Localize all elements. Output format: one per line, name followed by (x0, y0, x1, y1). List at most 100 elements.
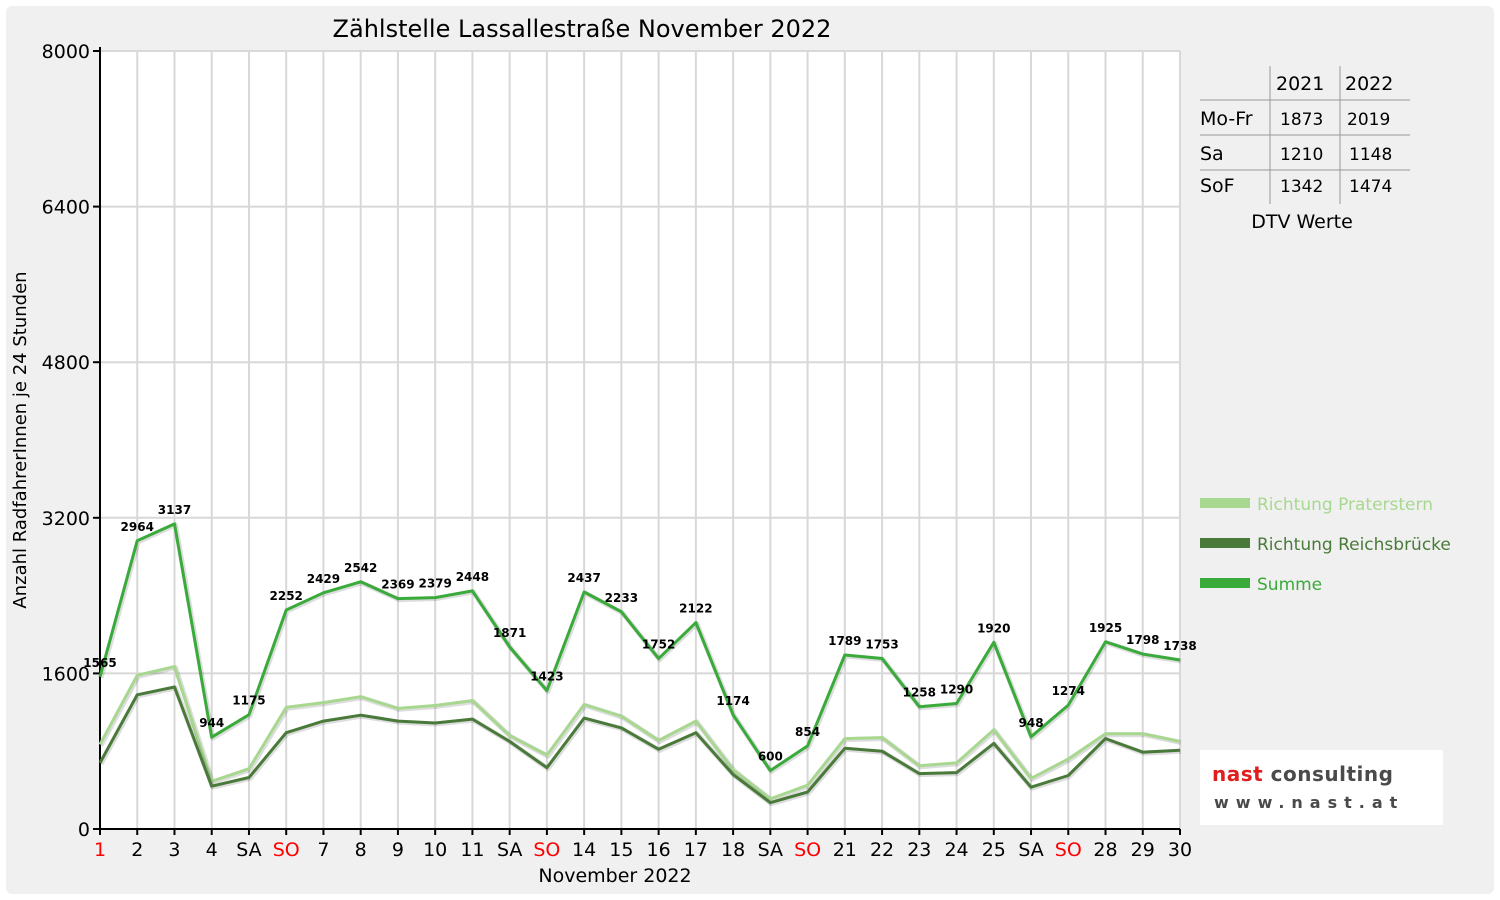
legend: Richtung Praterstern Richtung Reichsbrück… (1200, 495, 1451, 595)
x-axis-label: November 2022 (538, 865, 691, 887)
data-label: 1423 (530, 670, 563, 684)
data-label: 2369 (381, 578, 414, 592)
legend-label: Richtung Praterstern (1257, 495, 1433, 515)
data-label: 1738 (1163, 639, 1196, 653)
data-label: 1798 (1126, 633, 1159, 647)
data-label: 2542 (344, 561, 377, 575)
series-line-richtung-reichsbr-cke (98, 685, 1181, 805)
x-tick-label: SO (794, 839, 821, 861)
x-tick-label: 24 (944, 839, 968, 861)
x-tick-label: 18 (721, 839, 745, 861)
x-tick-label: 2 (131, 839, 143, 861)
x-tick-label: 15 (609, 839, 633, 861)
data-label-layer: 1565 2964 3137 944 1175 2252 2429 2542 2369 2379 2… (83, 503, 1196, 764)
data-label: 1290 (940, 683, 973, 697)
data-label: 2429 (307, 572, 340, 586)
y-tick-label: 3200 (42, 508, 90, 530)
x-tick-label: 29 (1131, 839, 1155, 861)
dtv-cell: 2019 (1347, 110, 1390, 130)
x-tick-label: SA (758, 839, 783, 861)
data-label: 2437 (567, 571, 600, 585)
plot-area (100, 51, 1180, 829)
dtv-cell: 1210 (1280, 145, 1323, 165)
grid-layer (99, 50, 1181, 830)
dtv-header-2021: 2021 (1276, 73, 1324, 95)
data-label: 3137 (158, 503, 191, 517)
data-label: 1565 (83, 656, 116, 670)
y-axis-label: Anzahl RadfahrerInnen je 24 Stunden (10, 271, 31, 608)
x-tick-label: 28 (1093, 839, 1117, 861)
x-tick-label: SO (1055, 839, 1082, 861)
legend-swatch (1200, 498, 1250, 508)
data-label: 1925 (1089, 621, 1122, 635)
x-tick-label: 10 (423, 839, 447, 861)
legend-label: Richtung Reichsbrücke (1257, 535, 1451, 555)
data-label: 600 (758, 750, 783, 764)
x-tick-label: 30 (1168, 839, 1192, 861)
data-label: 2233 (605, 591, 638, 605)
logo-name-part2: consulting (1263, 762, 1394, 786)
data-label: 948 (1019, 716, 1044, 730)
y-tick-label: 8000 (42, 41, 90, 63)
logo-name: nast consulting (1212, 762, 1393, 786)
data-label: 1789 (828, 634, 861, 648)
dtv-cell: 1342 (1280, 177, 1323, 197)
data-label: 1174 (716, 694, 749, 708)
data-label: 2122 (679, 602, 712, 616)
legend-swatch (1200, 538, 1250, 548)
data-label: 944 (199, 716, 224, 730)
legend-swatch (1200, 578, 1250, 588)
y-tick-label: 6400 (42, 197, 90, 219)
data-label: 1920 (977, 621, 1010, 635)
dtv-header-2022: 2022 (1345, 73, 1393, 95)
dtv-cell: 1148 (1349, 145, 1392, 165)
series-layer (98, 522, 1182, 807)
data-label: 2379 (418, 577, 451, 591)
x-tick-label: 14 (572, 839, 596, 861)
logo-name-part1: nast (1212, 762, 1264, 786)
data-label: 2448 (456, 570, 489, 584)
x-tick-label: 8 (355, 839, 367, 861)
y-tick-label: 4800 (42, 352, 90, 374)
x-tick-label: 22 (870, 839, 894, 861)
x-tick-label: 9 (392, 839, 404, 861)
nast-consulting-logo: nast consulting www.nast.at (1200, 750, 1443, 825)
x-tick-label: 17 (684, 839, 708, 861)
dtv-row-label: Sa (1200, 143, 1224, 165)
data-label: 1753 (865, 638, 898, 652)
x-tick-label: SO (533, 839, 560, 861)
legend-label: Summe (1257, 575, 1322, 595)
x-tick-label: SO (273, 839, 300, 861)
data-label: 854 (795, 725, 820, 739)
x-tick-label: SA (497, 839, 522, 861)
x-tick-label: 1 (94, 839, 106, 861)
dtv-cell: 1873 (1280, 110, 1323, 130)
x-tick-label: SA (236, 839, 261, 861)
x-tick-label: 11 (460, 839, 484, 861)
dtv-row-label: SoF (1200, 175, 1235, 197)
data-label: 1871 (493, 626, 526, 640)
y-tick-label: 0 (78, 819, 90, 841)
data-label: 1175 (232, 694, 265, 708)
x-tick-label: 23 (907, 839, 931, 861)
logo-url: www.nast.at (1214, 793, 1405, 812)
dtv-table: 2021 2022 Mo-Fr 1873 2019 Sa 1210 1148 S… (1200, 66, 1410, 233)
y-tick-label: 1600 (42, 663, 90, 685)
chart-title: Zählstelle Lassallestraße November 2022 (333, 15, 832, 43)
x-tick-label: 25 (982, 839, 1006, 861)
data-label: 1258 (903, 686, 936, 700)
data-label: 1752 (642, 638, 675, 652)
dtv-row-label: Mo-Fr (1200, 108, 1253, 130)
x-tick-label: 7 (317, 839, 329, 861)
dtv-caption: DTV Werte (1251, 211, 1353, 233)
data-label: 2964 (121, 520, 154, 534)
series-line-summe (98, 522, 1181, 773)
data-label: 1274 (1052, 684, 1085, 698)
x-tick-label: 4 (206, 839, 218, 861)
series-line-richtung-praterstern (98, 665, 1181, 801)
x-tick-label: 3 (168, 839, 180, 861)
x-tick-label: 16 (647, 839, 671, 861)
data-label: 2252 (270, 589, 303, 603)
